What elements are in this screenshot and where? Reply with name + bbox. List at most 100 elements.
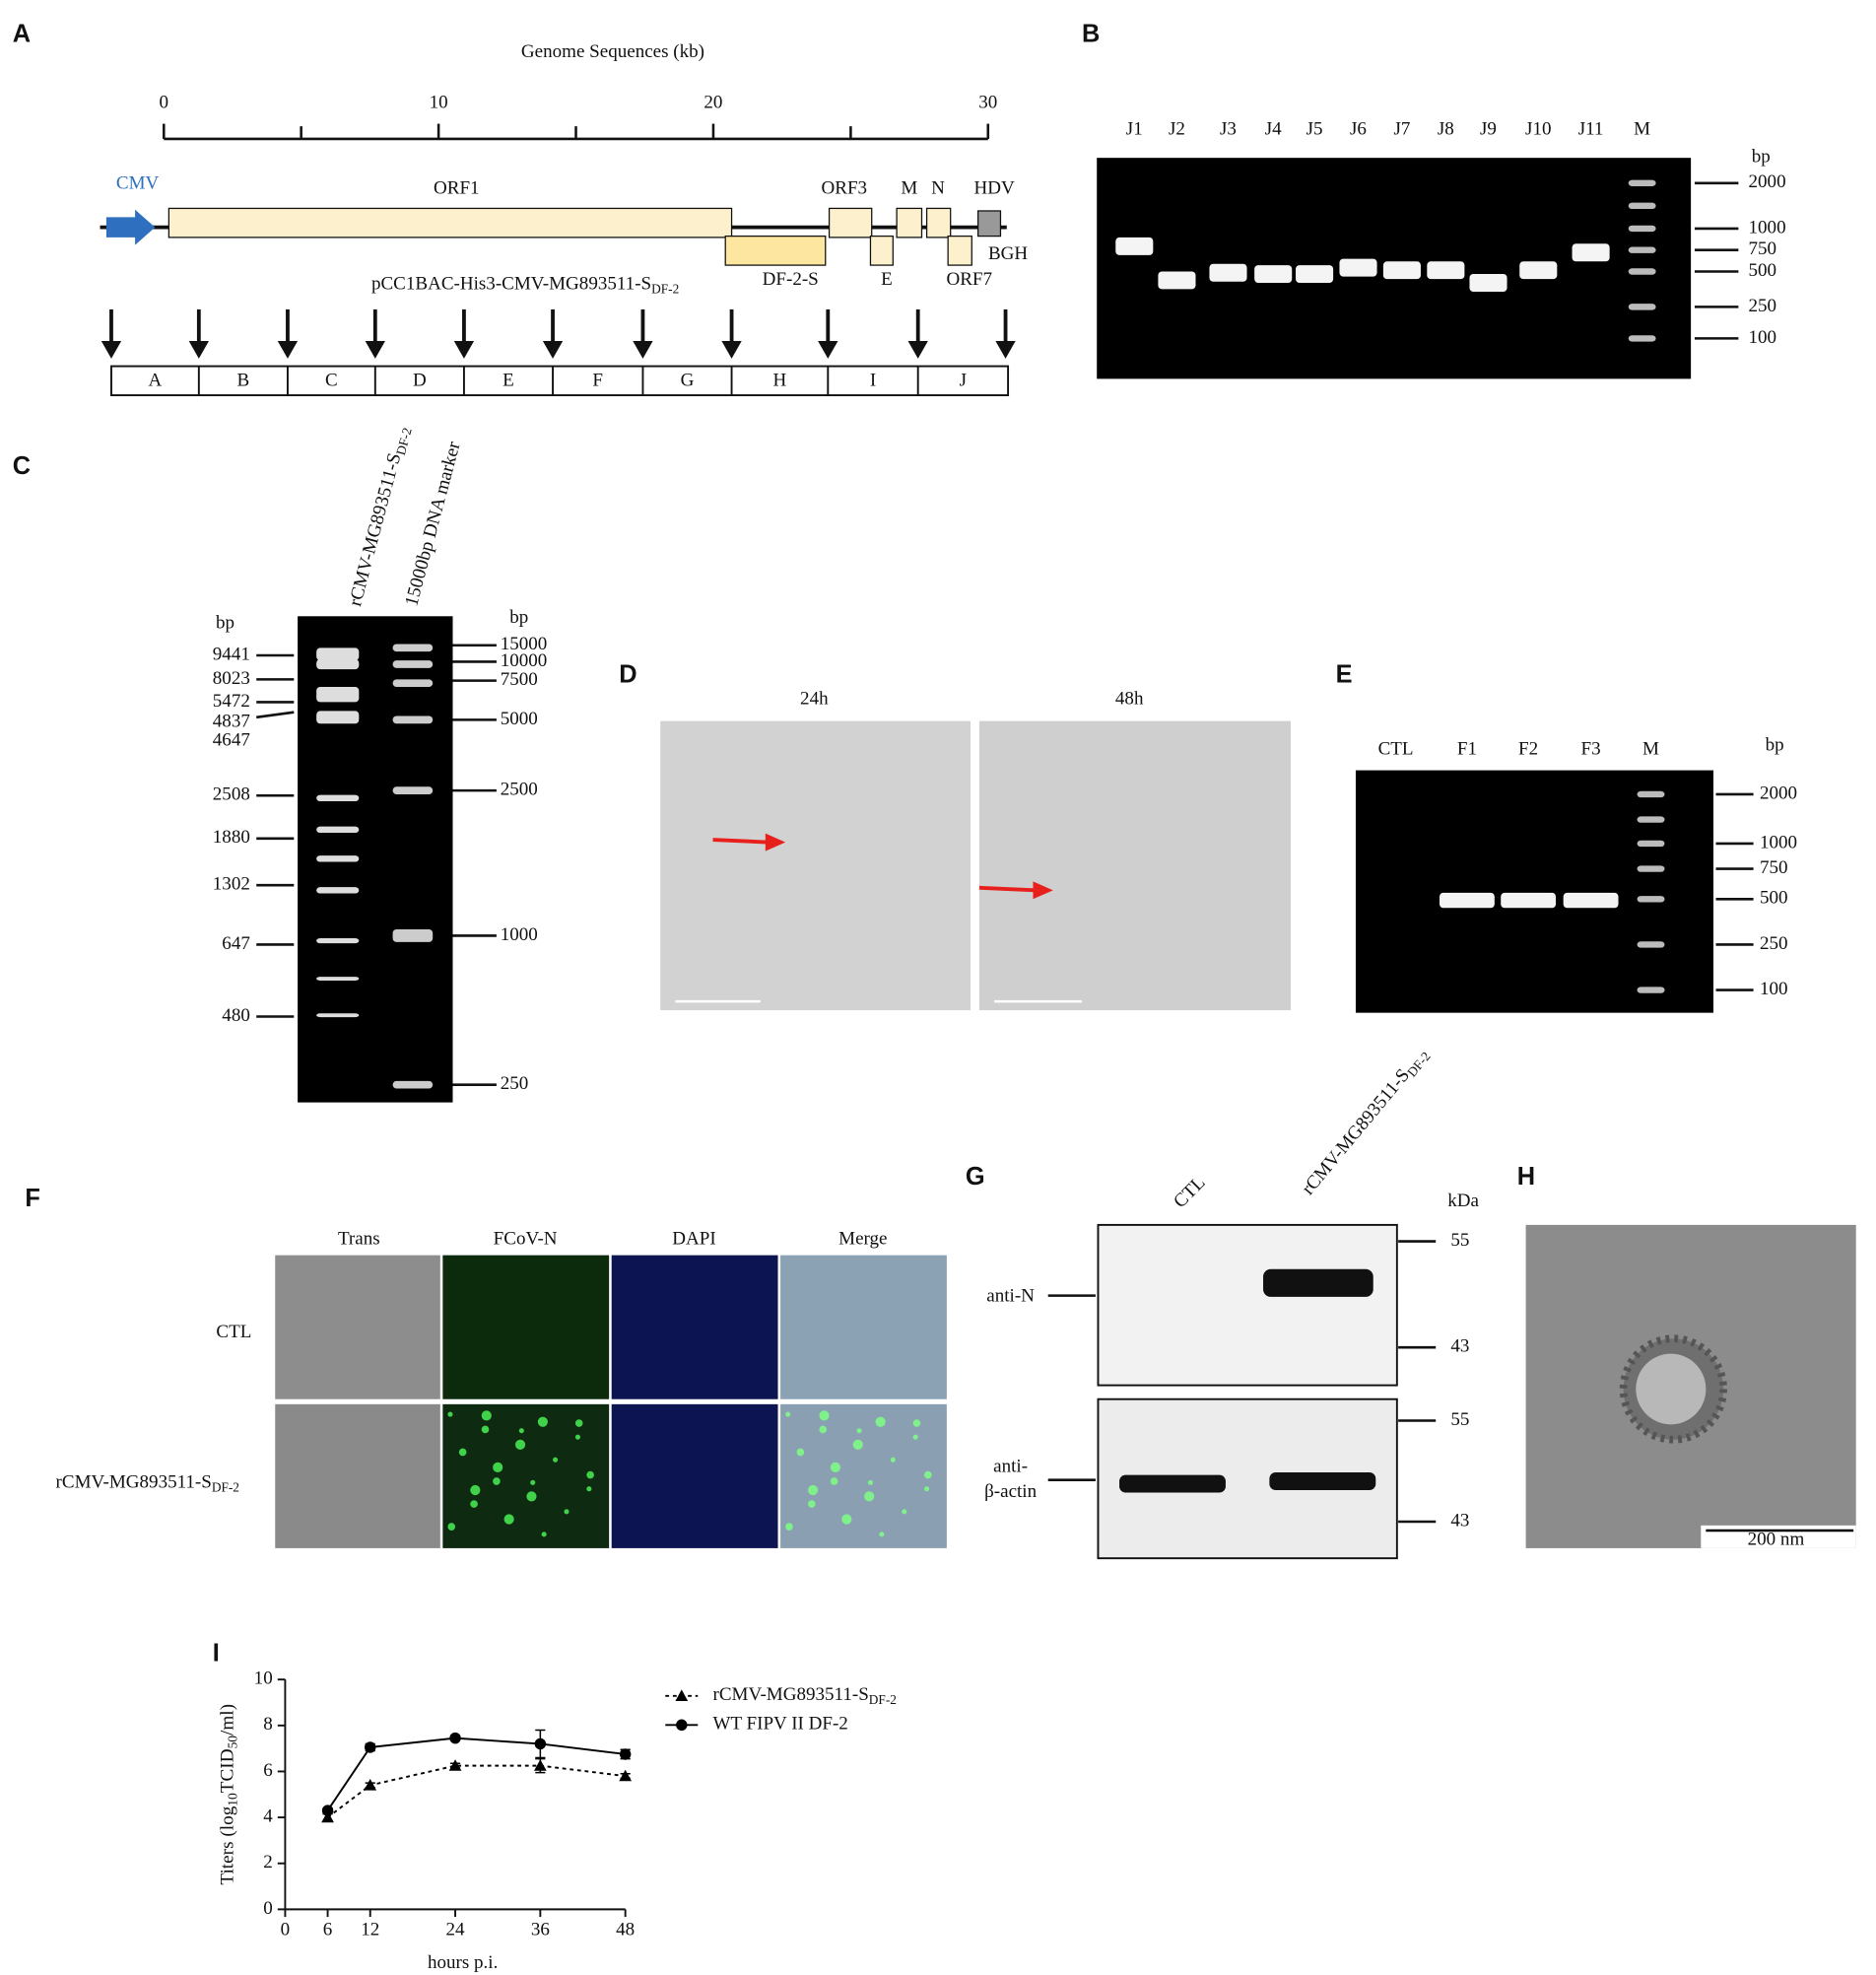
marker-label: 2500 xyxy=(501,779,538,799)
tick-label: 10 xyxy=(430,92,448,112)
unit-label: bp xyxy=(509,607,528,628)
fluorescent-cell xyxy=(785,1523,793,1531)
lane-label: J7 xyxy=(1393,118,1410,139)
point xyxy=(321,1810,334,1823)
gel-band xyxy=(316,687,360,703)
subscript: DF-2 xyxy=(1404,1049,1434,1079)
arrow-head xyxy=(188,340,209,359)
gel-band xyxy=(316,794,360,802)
fluorescent-cell xyxy=(924,1486,930,1492)
arrow-head xyxy=(365,340,385,359)
lane-label: J1 xyxy=(1126,118,1143,139)
panel-label: F xyxy=(25,1185,40,1212)
fluorescent-cell xyxy=(530,1479,536,1485)
y-tick-label: 6 xyxy=(263,1760,273,1781)
panel-label: D xyxy=(619,660,636,688)
micrographs-d xyxy=(660,720,1291,1011)
column-label: FCoV-N xyxy=(494,1229,558,1250)
marker-label: 43 xyxy=(1450,1336,1469,1357)
text-part: CTL xyxy=(216,1322,251,1342)
arrow-head xyxy=(818,340,838,359)
point xyxy=(364,1779,377,1791)
lane-label: J6 xyxy=(1350,118,1367,139)
unit-label: kDa xyxy=(1447,1191,1479,1211)
lane-label: F1 xyxy=(1457,738,1477,759)
panel-label: E xyxy=(1336,660,1353,688)
feature-label: N xyxy=(931,178,945,199)
construct-label: pCC1BAC-His3-CMV-MG893511-SDF-2 xyxy=(371,274,679,297)
text-part: Titers (log xyxy=(218,1805,238,1884)
gel-band xyxy=(1628,304,1656,310)
arrow-head xyxy=(721,340,742,359)
fluorescent-cell xyxy=(807,1484,819,1496)
x-tick-label: 48 xyxy=(616,1919,635,1940)
gel-band xyxy=(1254,265,1293,284)
gel-band xyxy=(1563,892,1619,909)
y-tick-label: 2 xyxy=(263,1852,273,1873)
marker-label: 55 xyxy=(1450,1409,1469,1430)
point xyxy=(321,1805,334,1816)
marker-label: 250 xyxy=(501,1073,529,1094)
text-part: CTL xyxy=(1171,1173,1210,1213)
marker-label: 10000 xyxy=(501,650,548,671)
lane-label: 15000bp DNA marker xyxy=(402,439,465,608)
gel-band xyxy=(1440,892,1495,909)
y-tick-label: 8 xyxy=(263,1714,273,1735)
panel-label: G xyxy=(966,1163,985,1191)
subscript: DF-2 xyxy=(869,1692,897,1707)
row-label: CTL xyxy=(216,1322,251,1342)
point xyxy=(534,1759,547,1771)
marker-label: 1000 xyxy=(1749,217,1786,238)
lane-label: J3 xyxy=(1220,118,1237,139)
marker-label: 1000 xyxy=(1760,832,1797,852)
fluorescent-cell xyxy=(586,1470,594,1479)
feature-label: E xyxy=(881,269,893,290)
gel-band xyxy=(392,786,434,794)
point xyxy=(534,1737,547,1750)
fragment-label: J xyxy=(960,370,968,390)
panel-label: H xyxy=(1517,1163,1535,1191)
lane-label: J10 xyxy=(1525,118,1551,139)
fluorescent-cell xyxy=(470,1500,478,1508)
gel-band xyxy=(316,826,360,834)
marker-label: 43 xyxy=(1450,1510,1469,1531)
fluorescent-cell xyxy=(924,1470,932,1479)
subscript: DF-2 xyxy=(212,1480,239,1495)
subscript: DF-2 xyxy=(393,426,415,456)
fragment-label: F xyxy=(592,370,603,390)
fluorescent-cell xyxy=(912,1434,918,1440)
fluorescent-cell xyxy=(912,1419,921,1427)
gel-band xyxy=(1628,179,1656,186)
lane-label: M xyxy=(1634,118,1650,139)
arrow-head xyxy=(100,340,122,359)
gel-band xyxy=(1637,840,1665,848)
fragment-label: G xyxy=(681,370,695,390)
marker-label: 5000 xyxy=(501,709,538,729)
lane-label: J9 xyxy=(1480,118,1497,139)
fluorescent-cell xyxy=(856,1428,862,1434)
time-label: 24h xyxy=(800,688,829,709)
x-tick-label: 12 xyxy=(361,1919,379,1940)
gel-band xyxy=(316,1013,360,1018)
gel-band xyxy=(1427,261,1465,280)
fluorescent-cell xyxy=(864,1491,875,1502)
lane-label: J5 xyxy=(1306,118,1323,139)
y-axis-title: Titers (log10TCID50/ml) xyxy=(218,1704,240,1885)
gel-band xyxy=(1469,274,1508,292)
lane-label: rCMV-MG893511-SDF-2 xyxy=(1299,1044,1434,1200)
fluorescent-cell xyxy=(852,1439,863,1450)
text-part: rCMV-MG893511-S xyxy=(1299,1065,1415,1199)
marker-label: 100 xyxy=(1760,979,1788,999)
marker-label: 500 xyxy=(1749,260,1777,281)
gel-band xyxy=(1637,790,1665,798)
arrow-head xyxy=(542,340,564,359)
fragment-label: B xyxy=(237,370,250,390)
lane-label: rCMV-MG893511-SDF-2 xyxy=(346,424,415,609)
feature-label: M xyxy=(901,178,917,199)
panel-label: C xyxy=(13,452,31,480)
fluorescent-cell xyxy=(819,1410,830,1421)
fluorescent-cell xyxy=(586,1486,592,1492)
lane-label: CTL xyxy=(1378,738,1414,759)
text-part: rCMV-MG893511-S xyxy=(56,1472,212,1493)
